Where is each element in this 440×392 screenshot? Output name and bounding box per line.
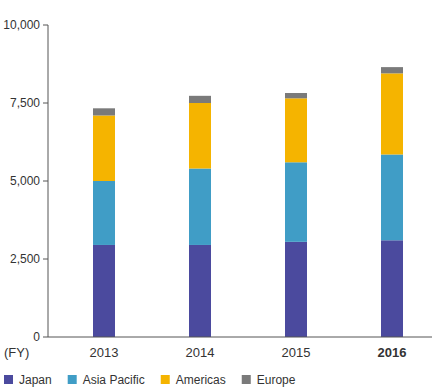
x-axis-label: (FY)	[4, 345, 29, 360]
bar-segment	[93, 115, 115, 181]
y-tick	[43, 337, 48, 338]
legend-label: Asia Pacific	[83, 373, 145, 387]
bar-segment	[381, 240, 403, 337]
bar-segment	[285, 98, 307, 162]
bar-segment	[189, 169, 211, 245]
bar-segment	[189, 245, 211, 337]
bars	[93, 67, 403, 337]
y-tick-label: 0	[33, 330, 40, 344]
y-tick	[43, 25, 48, 26]
bar-segment	[189, 103, 211, 169]
x-tick-label: 2013	[90, 345, 119, 360]
x-tick-label: 2016	[378, 345, 407, 360]
bar-segment	[381, 67, 403, 73]
bar-segment	[285, 93, 307, 98]
bar-segment	[189, 96, 211, 103]
x-axis	[48, 337, 432, 338]
bar-segment	[285, 162, 307, 242]
bar-segment	[93, 245, 115, 337]
legend-swatch	[242, 375, 251, 384]
legend-swatch	[161, 375, 170, 384]
legend-label: Americas	[176, 373, 226, 387]
bar-segment	[93, 181, 115, 245]
y-tick-label: 5,000	[10, 174, 40, 188]
legend-label: Japan	[19, 373, 52, 387]
y-tick	[43, 103, 48, 104]
legend-label: Europe	[257, 373, 296, 387]
x-tick-label: 2014	[186, 345, 215, 360]
y-tick-label: 10,000	[3, 18, 40, 32]
y-tick-label: 7,500	[10, 96, 40, 110]
bar-segment	[285, 242, 307, 337]
bar-segment	[381, 73, 403, 154]
x-tick-label: 2015	[282, 345, 311, 360]
legend-swatch	[4, 375, 13, 384]
y-tick	[43, 259, 48, 260]
chart: 0 2,500 5,000 7,500 10,000 2013 2014 2015 2016 (F…	[0, 0, 440, 392]
y-tick-label: 2,500	[10, 252, 40, 266]
bar-segment	[381, 154, 403, 240]
y-tick	[43, 181, 48, 182]
legend-swatch	[68, 375, 77, 384]
bar-segment	[93, 108, 115, 115]
